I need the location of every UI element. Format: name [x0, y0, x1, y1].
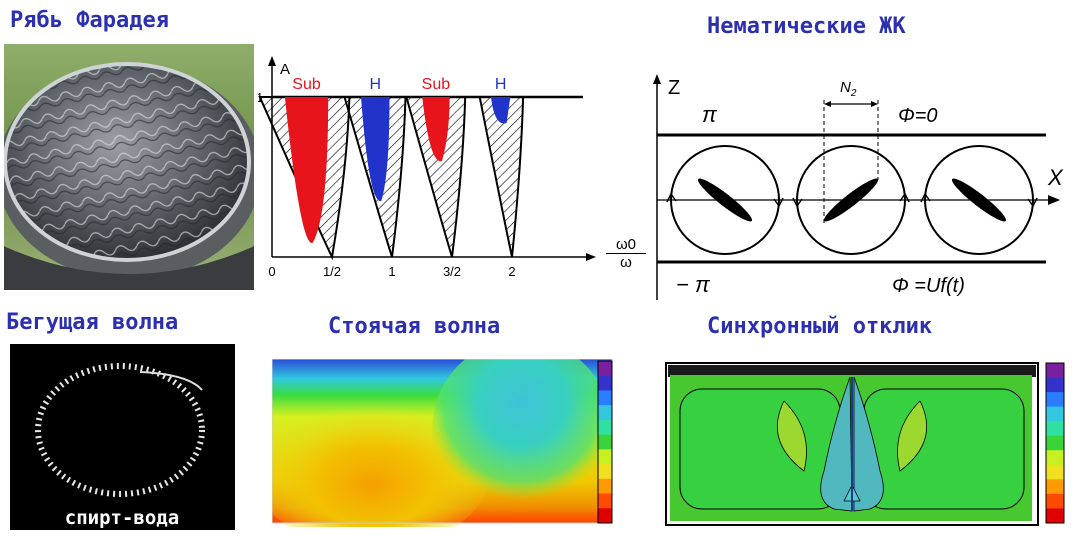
- title-faraday: Рябь Фарадея: [10, 8, 169, 33]
- sub-label: Sub: [422, 76, 451, 93]
- h-label: H: [369, 76, 381, 93]
- roll-1: [666, 145, 784, 255]
- colorbar-swatch: [1046, 450, 1064, 466]
- x-tick-label: 0: [268, 264, 275, 279]
- colorbar-swatch: [598, 361, 612, 377]
- x-axis-arrow: [586, 253, 596, 261]
- colorbar-standing: [597, 360, 613, 524]
- director-2: [823, 178, 879, 222]
- colorbar-swatch: [1046, 435, 1064, 451]
- colorbar-swatch: [1046, 377, 1064, 393]
- x-tick-label: 3/2: [443, 264, 461, 279]
- x-tick-label: 1/2: [323, 264, 341, 279]
- harmonic-region: [490, 97, 511, 124]
- colorbar-swatch: [598, 449, 612, 465]
- title-nematic: Нематические ЖК: [707, 14, 906, 39]
- roll-3: [920, 145, 1038, 255]
- director-3: [951, 178, 1007, 222]
- subharmonic-region: [284, 97, 329, 244]
- colorbar-swatch: [1046, 421, 1064, 437]
- y-axis-arrow: [268, 56, 276, 66]
- colorbar-swatch: [1046, 363, 1064, 379]
- x-tick-label: 1: [388, 264, 395, 279]
- sync-response-map: [664, 361, 1076, 527]
- h-label: H: [495, 76, 507, 93]
- x-tick-label: 2: [508, 264, 515, 279]
- instability-tongue: [478, 96, 525, 258]
- colorbar-swatch: [1046, 406, 1064, 422]
- colorbar-swatch: [598, 493, 612, 509]
- colorbar-swatch: [598, 508, 612, 524]
- tongues: Sub H Sub H: [258, 76, 525, 261]
- colorbar-sync: [1045, 362, 1065, 524]
- pi-bottom: − π: [676, 272, 711, 297]
- omega-denominator: ω: [606, 253, 646, 271]
- colorbar-swatch: [1046, 464, 1064, 480]
- colorbar-swatch: [598, 419, 612, 436]
- x-label: X: [1047, 165, 1064, 190]
- nematic-diagram: Z X π − π Φ=0 Φ =Uf(t) N2: [650, 60, 1080, 306]
- title-travel: Бегущая волна: [6, 310, 179, 335]
- droplet-ring: [35, 363, 205, 497]
- trail: [139, 371, 203, 391]
- z-label: Z: [668, 77, 680, 99]
- z-axis-arrow: [653, 74, 661, 84]
- photo-caption: спирт-вода: [65, 507, 179, 529]
- colorbar-swatch: [1046, 508, 1064, 524]
- colorbar-swatch: [1046, 479, 1064, 495]
- director-1: [697, 178, 753, 222]
- omega-ratio: ω0 ω: [606, 236, 646, 276]
- phi-top: Φ=0: [898, 105, 938, 127]
- colorbar-swatch: [598, 390, 612, 406]
- roll-2: [792, 145, 910, 255]
- y-axis-label: A: [280, 61, 290, 78]
- colorbar-swatch: [598, 375, 612, 391]
- sub-label: Sub: [292, 76, 321, 93]
- standing-wave-map: [252, 339, 616, 536]
- colorbar-swatch: [598, 405, 612, 421]
- x-axis-arrow: [1048, 195, 1060, 205]
- harmonic-region: [361, 97, 390, 202]
- pi-top: π: [702, 102, 718, 127]
- colorbar-swatch: [1046, 493, 1064, 509]
- colorbar-swatch: [598, 464, 612, 480]
- title-standing: Стоячая волна: [328, 314, 501, 339]
- title-sync: Синхронный отклик: [707, 314, 933, 339]
- colorbar-swatch: [598, 434, 612, 450]
- instability-tongue: [405, 96, 467, 258]
- n2-label: N2: [840, 79, 857, 99]
- travel-photo: спирт-вода: [10, 344, 235, 530]
- subharmonic-region: [422, 97, 450, 162]
- colorbar-swatch: [598, 478, 612, 495]
- stability-diagram: A 1 Sub H Sub H 0 1/2 1 3/2 2: [256, 52, 600, 288]
- phi-bottom: Φ =Uf(t): [892, 275, 965, 297]
- omega-numerator: ω0: [615, 236, 637, 253]
- faraday-photo: [0, 44, 261, 290]
- colorbar-swatch: [1046, 392, 1064, 408]
- x-ticks: 0 1/2 1 3/2 2: [268, 264, 515, 279]
